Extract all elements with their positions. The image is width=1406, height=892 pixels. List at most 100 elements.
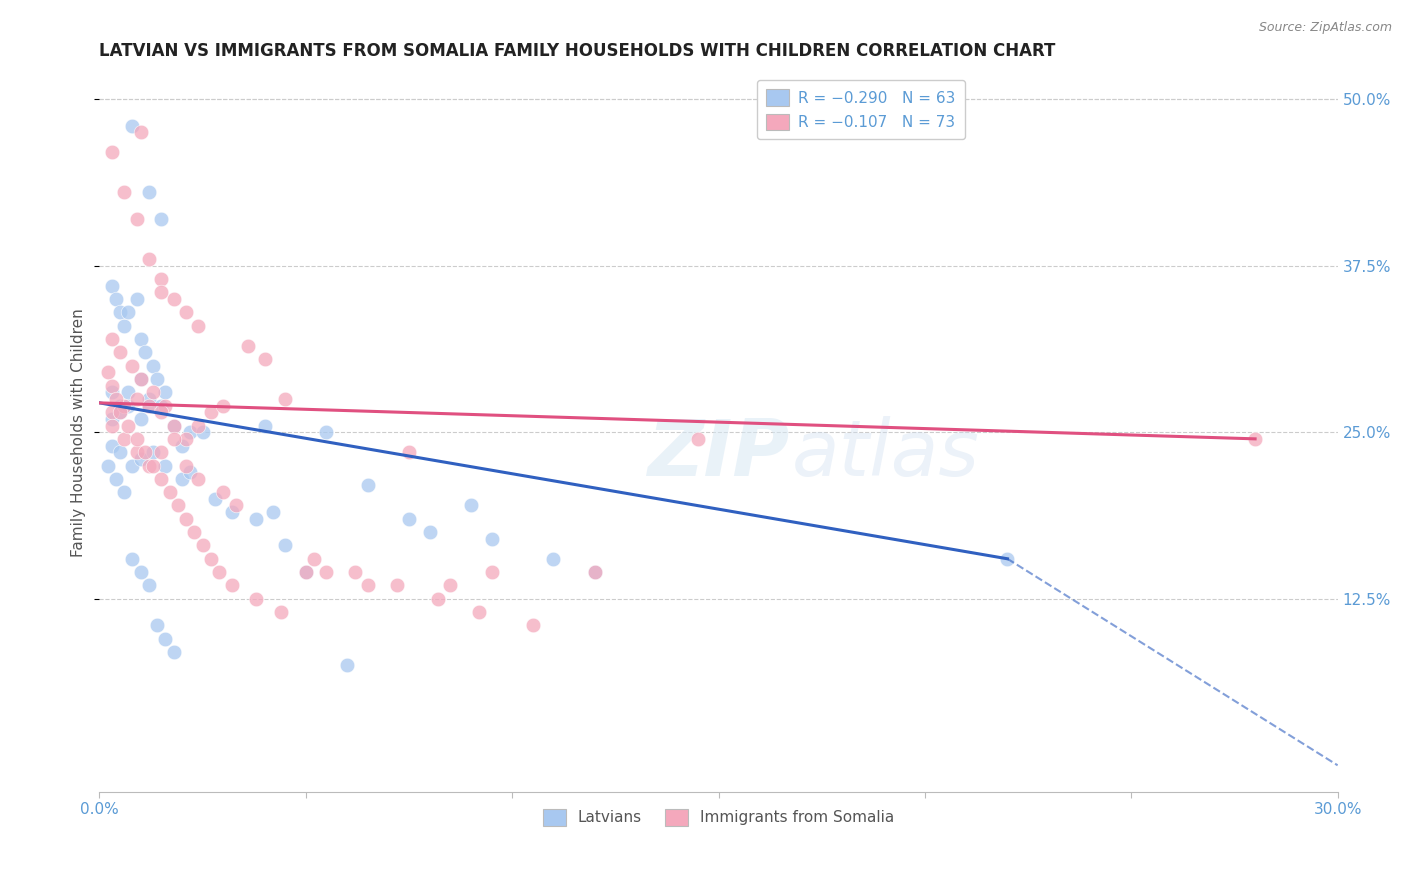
- Point: [336, 658, 359, 673]
- Point: [225, 499, 247, 513]
- Point: [155, 399, 177, 413]
- Point: [125, 212, 148, 227]
- Point: [138, 399, 160, 413]
- Point: [108, 305, 131, 319]
- Point: [200, 551, 222, 566]
- Point: [274, 538, 297, 552]
- Point: [101, 278, 124, 293]
- Point: [274, 392, 297, 406]
- Point: [101, 438, 124, 452]
- Point: [129, 372, 152, 386]
- Point: [138, 252, 160, 266]
- Point: [150, 285, 173, 300]
- Point: [174, 305, 197, 319]
- Point: [129, 125, 152, 139]
- Point: [101, 405, 124, 419]
- Point: [426, 591, 449, 606]
- Text: Source: ZipAtlas.com: Source: ZipAtlas.com: [1258, 21, 1392, 34]
- Point: [236, 338, 259, 352]
- Point: [253, 418, 276, 433]
- Point: [187, 472, 209, 486]
- Point: [117, 399, 139, 413]
- Point: [138, 186, 160, 200]
- Point: [142, 458, 165, 473]
- Point: [583, 565, 606, 579]
- Point: [357, 578, 380, 592]
- Point: [270, 605, 292, 619]
- Point: [294, 565, 316, 579]
- Point: [398, 512, 420, 526]
- Point: [150, 272, 173, 286]
- Point: [101, 412, 124, 426]
- Point: [142, 359, 165, 373]
- Point: [138, 399, 160, 413]
- Point: [121, 551, 143, 566]
- Point: [112, 186, 135, 200]
- Point: [315, 425, 337, 440]
- Point: [174, 432, 197, 446]
- Point: [315, 565, 337, 579]
- Point: [129, 412, 152, 426]
- Point: [112, 399, 135, 413]
- Point: [543, 551, 565, 566]
- Point: [129, 332, 152, 346]
- Point: [142, 445, 165, 459]
- Point: [155, 632, 177, 646]
- Point: [262, 505, 284, 519]
- Point: [125, 432, 148, 446]
- Point: [997, 551, 1019, 566]
- Point: [170, 438, 193, 452]
- Point: [129, 451, 152, 466]
- Point: [97, 458, 120, 473]
- Point: [134, 345, 156, 359]
- Point: [163, 645, 186, 659]
- Point: [245, 591, 267, 606]
- Point: [125, 392, 148, 406]
- Point: [129, 565, 152, 579]
- Point: [150, 399, 173, 413]
- Point: [294, 565, 316, 579]
- Point: [117, 305, 139, 319]
- Point: [302, 551, 325, 566]
- Point: [125, 292, 148, 306]
- Text: atlas: atlas: [792, 416, 980, 491]
- Point: [170, 472, 193, 486]
- Point: [146, 618, 169, 632]
- Point: [468, 605, 491, 619]
- Point: [125, 445, 148, 459]
- Point: [481, 565, 503, 579]
- Point: [191, 425, 214, 440]
- Point: [104, 292, 127, 306]
- Point: [221, 505, 243, 519]
- Point: [253, 351, 276, 366]
- Point: [108, 405, 131, 419]
- Point: [179, 465, 201, 479]
- Point: [108, 345, 131, 359]
- Point: [159, 485, 181, 500]
- Point: [117, 418, 139, 433]
- Point: [155, 385, 177, 400]
- Point: [97, 365, 120, 379]
- Point: [108, 445, 131, 459]
- Point: [101, 418, 124, 433]
- Point: [583, 565, 606, 579]
- Point: [174, 512, 197, 526]
- Point: [101, 145, 124, 160]
- Point: [212, 485, 235, 500]
- Point: [174, 458, 197, 473]
- Point: [204, 491, 226, 506]
- Point: [357, 478, 380, 492]
- Point: [108, 405, 131, 419]
- Point: [419, 525, 441, 540]
- Point: [104, 392, 127, 406]
- Point: [481, 532, 503, 546]
- Point: [121, 119, 143, 133]
- Text: ZIP: ZIP: [647, 416, 790, 491]
- Point: [155, 458, 177, 473]
- Point: [522, 618, 544, 632]
- Point: [121, 458, 143, 473]
- Y-axis label: Family Households with Children: Family Households with Children: [72, 308, 86, 557]
- Point: [163, 432, 186, 446]
- Point: [221, 578, 243, 592]
- Point: [112, 485, 135, 500]
